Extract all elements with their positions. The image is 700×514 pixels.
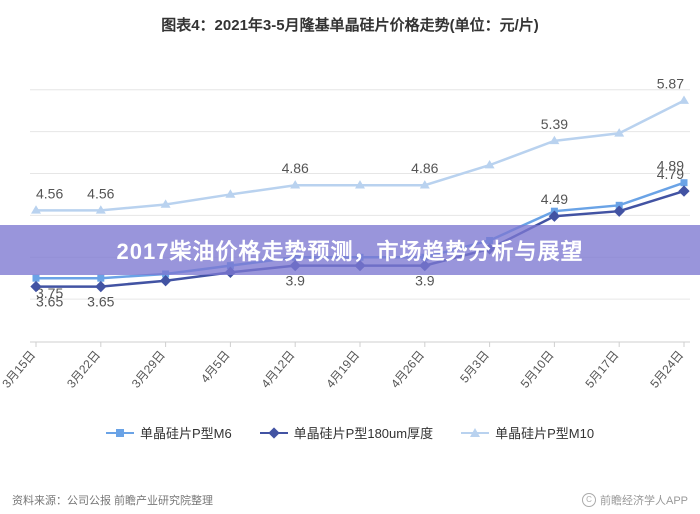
x-tick-label: 4月12日 [258, 348, 297, 391]
copyright-icon: C [582, 493, 596, 507]
x-tick-label: 5月3日 [457, 348, 492, 386]
legend-swatch [106, 432, 134, 434]
legend-swatch [461, 432, 489, 434]
x-tick-label: 4月5日 [198, 348, 233, 386]
footer: 资料来源：公司公报 前瞻产业研究院整理 C 前瞻经济学人APP [0, 492, 700, 508]
legend-swatch [260, 432, 288, 434]
data-label: 5.87 [657, 76, 684, 92]
data-label: 4.79 [657, 166, 684, 182]
data-label: 4.49 [541, 191, 568, 207]
data-label: 4.86 [411, 160, 438, 176]
x-tick-label: 4月19日 [323, 348, 362, 391]
data-label: 3.9 [415, 273, 435, 289]
x-tick-label: 3月15日 [0, 348, 38, 391]
overlay-banner-text: 2017柴油价格走势预测，市场趋势分析与展望 [117, 234, 584, 266]
footer-attribution: C 前瞻经济学人APP [582, 492, 688, 508]
x-tick-label: 3月29日 [129, 348, 168, 391]
x-tick-label: 5月10日 [518, 348, 557, 391]
footer-source: 资料来源：公司公报 前瞻产业研究院整理 [12, 492, 213, 508]
x-tick-label: 5月17日 [582, 348, 621, 391]
chart-title: 图表4：2021年3-5月隆基单晶硅片价格走势(单位：元/片) [0, 0, 700, 41]
data-label: 5.39 [541, 116, 568, 132]
series: 4.56 4.56 4.86 4.86 5.39 5.87 [31, 76, 689, 214]
data-label: 4.56 [87, 185, 114, 201]
data-label: 3.65 [87, 294, 114, 310]
x-tick-label: 3月22日 [64, 348, 103, 391]
x-tick-label: 4月26日 [388, 348, 427, 391]
data-label: 3.65 [36, 294, 63, 310]
data-label: 4.86 [282, 160, 309, 176]
data-label: 3.9 [285, 273, 305, 289]
data-label: 4.56 [36, 185, 63, 201]
overlay-banner: 2017柴油价格走势预测，市场趋势分析与展望 [0, 225, 700, 275]
x-tick-label: 5月24日 [647, 348, 686, 391]
